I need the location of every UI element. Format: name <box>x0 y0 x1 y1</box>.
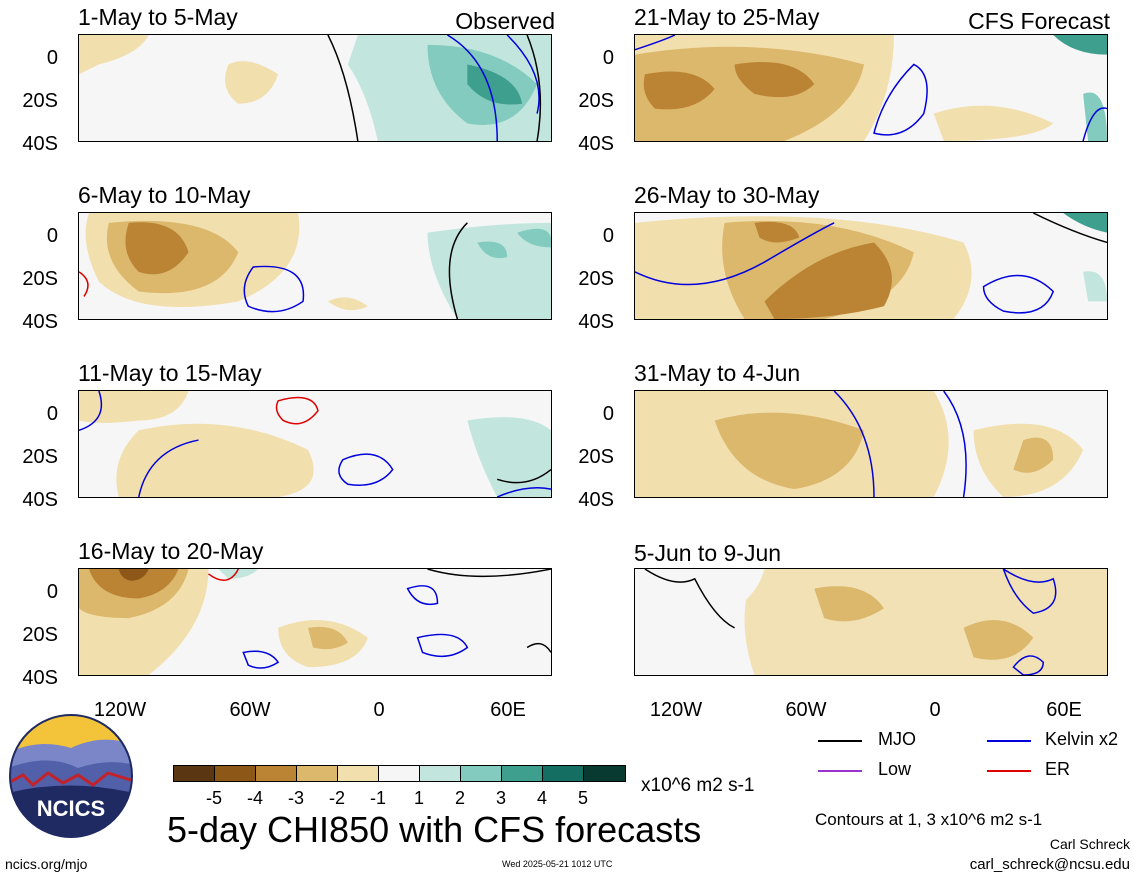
panel-title-l1: 1-May to 5-May <box>78 4 238 30</box>
lat-label-20s: 20S <box>578 268 614 290</box>
lon-label-120w: 120W <box>93 699 147 721</box>
colorbar-units: x10^6 m2 s-1 <box>641 775 755 796</box>
main-title: 5-day CHI850 with CFS forecasts <box>167 809 702 850</box>
lat-label-20s: 20S <box>22 90 58 112</box>
lat-label-0: 0 <box>46 581 58 603</box>
colorbar-label: 1 <box>413 788 424 808</box>
colorbar-swatch <box>460 765 502 782</box>
ncics-logo: NCICS <box>8 713 134 839</box>
panel-title-r2: 26-May to 30-May <box>634 182 820 208</box>
colorbar-label: 3 <box>495 788 506 808</box>
logo-text: NCICS <box>37 796 105 821</box>
colorbar-swatch <box>296 765 338 782</box>
lon-label-120w: 120W <box>649 699 703 721</box>
colorbar-label: -2 <box>328 788 345 808</box>
contours-note: Contours at 1, 3 x10^6 m2 s-1 <box>815 810 1043 829</box>
colorbar-swatch <box>214 765 256 782</box>
lat-label-40s: 40S <box>22 489 58 511</box>
lat-label-40s: 40S <box>578 311 614 333</box>
map-panel-l2 <box>78 212 552 320</box>
colorbar-label: -1 <box>369 788 386 808</box>
panel-label-cfs-forecast: CFS Forecast <box>968 8 1110 34</box>
lat-label-40s: 40S <box>22 133 58 155</box>
website-link[interactable]: ncics.org/mjo <box>5 856 88 872</box>
legend-line-er <box>987 770 1031 772</box>
panel-title-l4: 16-May to 20-May <box>78 538 264 564</box>
lat-label-0: 0 <box>602 403 614 425</box>
panel-label-observed: Observed <box>455 8 555 34</box>
colorbar-label: 4 <box>536 788 547 808</box>
lat-label-0: 0 <box>46 403 58 425</box>
lat-label-40s: 40S <box>578 133 614 155</box>
author-email[interactable]: carl_schreck@ncsu.edu <box>969 856 1130 873</box>
colorbar <box>173 765 628 782</box>
colorbar-swatch <box>542 765 584 782</box>
legend-line-kelvin <box>987 740 1031 742</box>
lat-label-20s: 20S <box>578 446 614 468</box>
lon-label-60w: 60W <box>229 699 271 721</box>
colorbar-swatch <box>255 765 297 782</box>
colorbar-swatch <box>337 765 379 782</box>
panel-title-l2: 6-May to 10-May <box>78 182 251 208</box>
legend-line-mjo <box>818 740 862 742</box>
map-panel-l1 <box>78 34 552 142</box>
panel-title-r4: 5-Jun to 9-Jun <box>634 540 782 566</box>
legend-label-mjo: MJO <box>878 729 916 749</box>
colorbar-swatch <box>583 765 626 782</box>
panel-title-l3: 11-May to 15-May <box>78 360 262 386</box>
lat-label-0: 0 <box>46 225 58 247</box>
lat-label-20s: 20S <box>22 624 58 646</box>
colorbar-swatch <box>378 765 420 782</box>
colorbar-label: 5 <box>577 788 588 808</box>
map-panel-r3 <box>634 390 1108 498</box>
lon-label-60e: 60E <box>1046 699 1082 721</box>
legend-label-er: ER <box>1045 759 1071 779</box>
panel-title-r1: 21-May to 25-May <box>634 4 820 30</box>
colorbar-label: -4 <box>246 788 263 808</box>
lon-label-0: 0 <box>929 699 941 721</box>
map-panel-r4 <box>634 568 1108 676</box>
map-panel-l4 <box>78 568 552 676</box>
legend-label-low: Low <box>878 759 912 779</box>
colorbar-label: -5 <box>205 788 222 808</box>
map-panel-l3 <box>78 390 552 498</box>
legend-line-low <box>818 770 862 772</box>
lat-label-20s: 20S <box>22 446 58 468</box>
lon-label-0: 0 <box>373 699 385 721</box>
colorbar-swatch <box>173 765 215 782</box>
lat-label-20s: 20S <box>22 268 58 290</box>
lon-label-60e: 60E <box>490 699 526 721</box>
lat-label-20s: 20S <box>578 90 614 112</box>
colorbar-label: 2 <box>454 788 465 808</box>
lat-label-40s: 40S <box>22 667 58 689</box>
lat-label-40s: 40S <box>22 311 58 333</box>
colorbar-swatch <box>501 765 543 782</box>
lat-label-0: 0 <box>602 47 614 69</box>
timestamp: Wed 2025-05-21 1012 UTC <box>502 859 613 869</box>
lat-label-0: 0 <box>602 225 614 247</box>
map-panel-r2 <box>634 212 1108 320</box>
lat-label-40s: 40S <box>578 489 614 511</box>
lat-label-0: 0 <box>46 47 58 69</box>
author-name: Carl Schreck <box>1049 836 1130 852</box>
colorbar-swatch <box>419 765 461 782</box>
colorbar-label: -3 <box>287 788 304 808</box>
panel-title-r3: 31-May to 4-Jun <box>634 360 801 386</box>
lon-label-60w: 60W <box>785 699 827 721</box>
legend-label-kelvin: Kelvin x2 <box>1045 729 1119 749</box>
map-panel-r1 <box>634 34 1108 142</box>
